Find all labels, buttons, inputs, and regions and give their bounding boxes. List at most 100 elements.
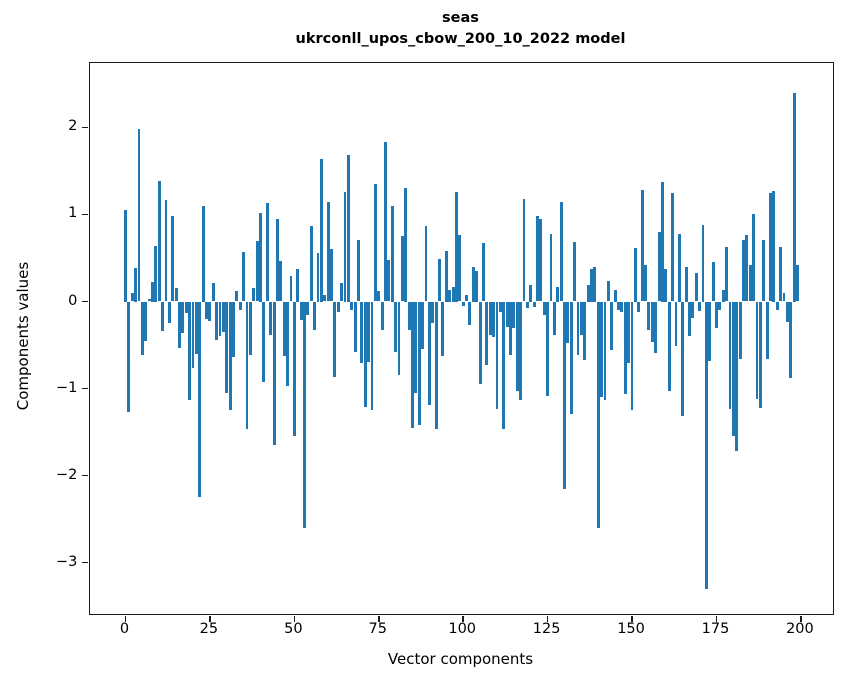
bar [563, 301, 566, 489]
bar [245, 301, 249, 429]
x-tick-mark [631, 615, 633, 622]
bar [704, 301, 708, 589]
bar [346, 155, 350, 302]
bar [235, 291, 239, 302]
x-tick-label: 150 [617, 621, 645, 637]
x-tick-mark [377, 615, 380, 622]
y-tick-label: −3 [56, 553, 78, 570]
y-tick-mark [82, 387, 89, 390]
bar [421, 301, 425, 350]
bar [721, 290, 725, 302]
bar [370, 301, 374, 411]
bar [390, 205, 394, 302]
bar [593, 266, 597, 302]
y-tick-mark [82, 126, 89, 129]
bar [583, 301, 587, 360]
bar [178, 301, 181, 348]
bar [667, 301, 671, 392]
bar [478, 301, 482, 385]
bar [789, 301, 793, 379]
bar [181, 301, 185, 333]
bar [515, 301, 519, 392]
bar [191, 301, 195, 368]
bar [542, 301, 546, 315]
bar [691, 301, 695, 319]
bar [465, 295, 468, 302]
bar [633, 247, 637, 302]
bar [792, 92, 796, 302]
bar [336, 301, 340, 312]
bar [313, 301, 317, 331]
bar [296, 269, 300, 302]
bar [275, 218, 279, 302]
bar [525, 301, 529, 308]
bar [576, 301, 580, 356]
bar [559, 202, 563, 302]
bar [289, 276, 293, 302]
bar [569, 301, 573, 414]
bar [248, 301, 252, 356]
bar [164, 199, 168, 302]
x-tick-label: 0 [119, 621, 130, 637]
bar [397, 301, 401, 376]
bar [201, 205, 205, 302]
bar [262, 301, 266, 383]
bar [532, 301, 536, 307]
bar [698, 301, 702, 312]
bar [654, 301, 658, 353]
bar [194, 301, 198, 354]
bar [647, 301, 651, 331]
bar [255, 240, 259, 302]
bar [556, 286, 560, 302]
chart-title-line2: ukrconll_upos_cbow_200_10_2022 model [295, 31, 626, 47]
bar [306, 301, 310, 315]
bar [279, 260, 283, 302]
bar [623, 301, 627, 394]
bar [394, 301, 398, 352]
bar [350, 301, 354, 311]
bar [161, 301, 165, 332]
bar [630, 301, 634, 411]
y-tick-label: −1 [56, 379, 78, 396]
x-tick-label: 100 [448, 621, 477, 637]
bar [252, 288, 256, 302]
bar [539, 218, 543, 302]
bar [171, 216, 175, 302]
bar [309, 225, 313, 302]
bar [208, 301, 212, 321]
bar [657, 231, 661, 302]
bar [303, 301, 306, 528]
bar [286, 301, 289, 386]
x-tick-label: 175 [701, 621, 730, 637]
bar [573, 242, 577, 302]
bar [242, 251, 246, 302]
bar [613, 290, 617, 302]
bar [228, 301, 232, 411]
bar [144, 301, 148, 341]
bar [485, 301, 489, 366]
bar [620, 301, 624, 312]
bar [411, 301, 414, 428]
x-tick-mark [209, 615, 211, 622]
bar [536, 216, 539, 302]
x-tick-mark [124, 615, 127, 622]
x-tick-label: 200 [786, 621, 814, 637]
bar [215, 301, 219, 340]
bar [147, 298, 151, 302]
bar [134, 268, 138, 302]
bar [715, 301, 718, 329]
bar [674, 301, 678, 346]
bar [775, 301, 779, 311]
bar [438, 258, 441, 302]
bar [424, 225, 428, 302]
bar [603, 301, 607, 400]
bar [606, 281, 610, 302]
bar [752, 213, 756, 302]
bar [664, 269, 668, 302]
bar [688, 301, 691, 337]
bar [124, 210, 127, 302]
bar [400, 236, 404, 302]
bar [600, 301, 604, 398]
y-axis-label: Components values [14, 261, 32, 411]
bar [221, 301, 225, 332]
